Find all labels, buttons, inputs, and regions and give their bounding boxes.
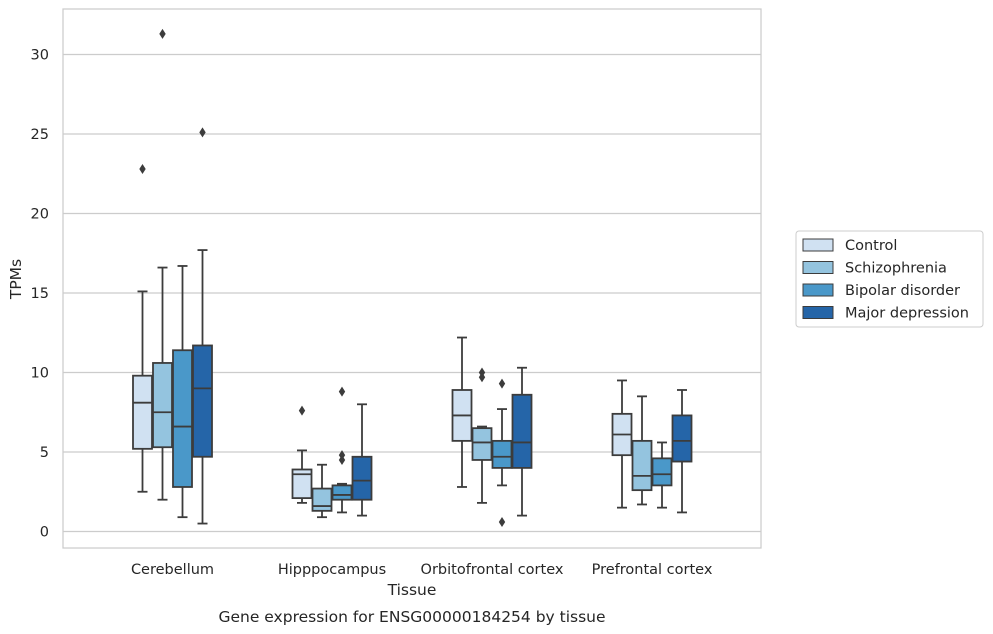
chart-caption: Gene expression for ENSG00000184254 by t…: [218, 608, 605, 626]
outlier-point: [199, 127, 206, 138]
box-iqr: [291, 468, 313, 500]
box-iqr: [331, 484, 353, 501]
outlier-point: [478, 367, 486, 378]
x-tick-label: Prefrontal cortex: [592, 562, 713, 578]
y-axis-label: TPMs: [7, 259, 25, 300]
y-tick-label: 25: [31, 127, 49, 143]
x-axis-label: Tissue: [387, 581, 437, 599]
legend-frame: [795, 230, 984, 328]
legend-label: Bipolar disorder: [845, 283, 960, 299]
outlier-point: [139, 163, 146, 174]
box: [451, 336, 473, 488]
box: [172, 265, 193, 519]
x-tick-labels: Cerebellum Hipppocampus Orbitofrontal cort…: [131, 562, 713, 578]
box-iqr: [172, 349, 193, 488]
outlier-point: [338, 386, 346, 397]
y-tick-label: 15: [31, 286, 49, 302]
outlier-point: [338, 450, 346, 461]
box-iqr: [631, 439, 653, 492]
outlier-point: [498, 378, 506, 389]
box: [671, 389, 693, 514]
box-iqr: [471, 427, 493, 461]
x-tick-label: Hipppocampus: [278, 562, 386, 578]
x-tick-label: Cerebellum: [131, 562, 214, 578]
legend: Control Schizophrenia Bipolar disorder Majo…: [795, 230, 984, 328]
box-iqr: [351, 455, 373, 501]
box: [192, 127, 213, 525]
box: [152, 28, 173, 501]
y-tick-labels: 0 5 10 15 20 25 30: [31, 48, 49, 541]
box-iqr: [491, 439, 513, 469]
box-iqr: [511, 393, 533, 469]
y-tick-label: 30: [31, 48, 49, 64]
box-iqr: [651, 457, 673, 487]
legend-label: Schizophrenia: [845, 261, 947, 277]
box: [132, 163, 153, 493]
legend-swatch: [802, 306, 834, 319]
box: [511, 366, 533, 517]
box: [651, 441, 673, 509]
box-series: [132, 28, 693, 527]
box: [491, 378, 513, 527]
y-tick-label: 20: [31, 207, 49, 223]
box-iqr: [671, 414, 693, 463]
box: [291, 405, 313, 504]
outlier-point: [298, 405, 306, 416]
x-tick-label: Orbitofrontal cortex: [421, 562, 564, 578]
box: [351, 403, 373, 517]
legend-label: Control: [845, 238, 897, 254]
box-iqr: [311, 487, 333, 512]
box-iqr: [152, 362, 173, 449]
box: [631, 395, 653, 506]
plot-frame: [62, 8, 762, 549]
y-tick-label: 10: [31, 366, 49, 382]
outlier-point: [498, 516, 506, 527]
y-tick-label: 5: [40, 445, 49, 461]
outlier-point: [159, 28, 166, 39]
box: [471, 367, 493, 504]
box: [311, 463, 333, 519]
legend-swatch: [802, 261, 834, 274]
box: [331, 386, 353, 514]
legend-label: Major depression: [845, 306, 969, 322]
box-iqr: [132, 374, 153, 450]
legend-swatch: [802, 238, 834, 252]
legend-swatch: [802, 283, 834, 297]
box-iqr: [192, 344, 213, 458]
y-tick-label: 0: [40, 525, 49, 541]
box: [611, 379, 633, 509]
